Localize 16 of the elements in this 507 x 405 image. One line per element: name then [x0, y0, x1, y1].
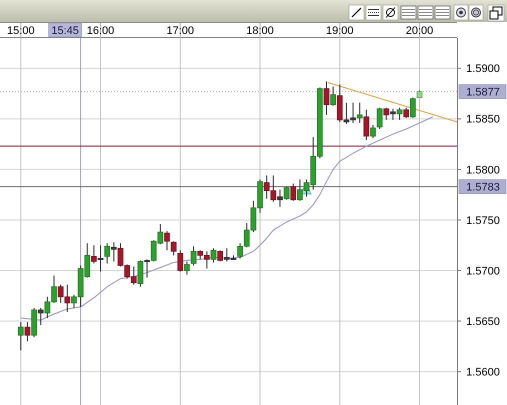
- x-tick-label: 19:00: [326, 25, 354, 37]
- y-tick-label: 1.5750: [466, 214, 500, 227]
- y-tick-label: 1.5850: [466, 114, 500, 126]
- y-tick-label: 1.5650: [466, 316, 500, 328]
- x-tick-label: 17:00: [166, 25, 194, 37]
- y-tick-label: 1.5600: [466, 366, 500, 378]
- ref-line-label: 1.5877: [466, 86, 500, 98]
- x-tick-label: 20:00: [406, 25, 434, 37]
- text: 15:45: [51, 25, 79, 37]
- x-tick-label: 16:00: [86, 25, 114, 37]
- y-tick-label: 1.5900: [466, 63, 500, 76]
- x-tick-label: 15:00: [7, 25, 35, 37]
- ref-line-label: 1.5783: [466, 181, 500, 194]
- y-tick-label: 1.5700: [466, 265, 500, 278]
- x-tick-label: 18:00: [246, 25, 274, 37]
- y-tick-label: 1.5800: [466, 164, 500, 176]
